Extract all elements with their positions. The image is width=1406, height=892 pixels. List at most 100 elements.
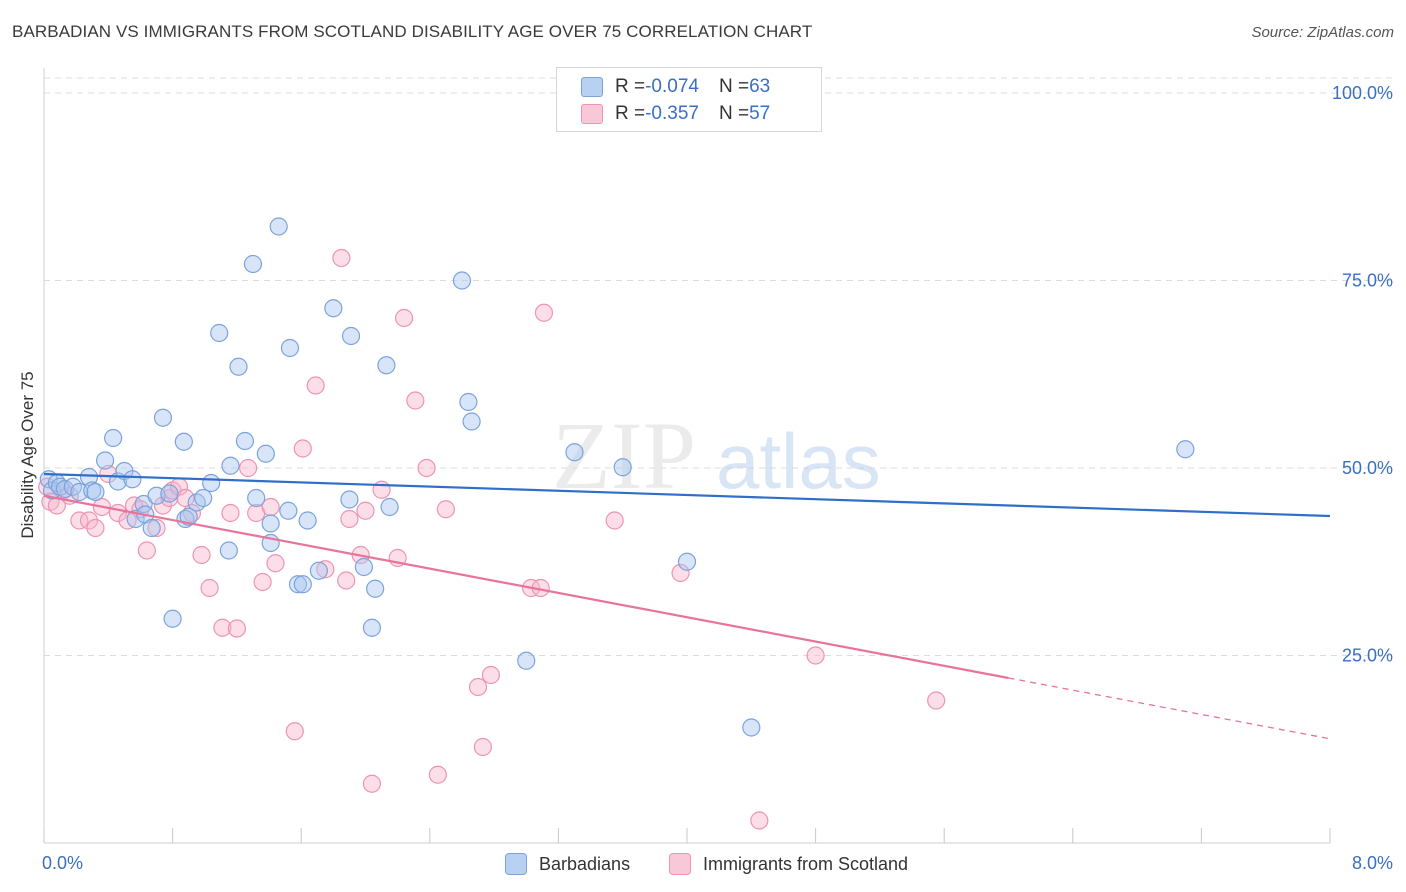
data-point bbox=[235, 431, 255, 451]
data-point bbox=[137, 541, 156, 560]
data-point bbox=[452, 271, 472, 290]
n-value: 57 bbox=[749, 103, 771, 124]
legend-swatch-pink bbox=[581, 104, 603, 124]
data-point bbox=[605, 511, 624, 530]
r-label: R = bbox=[615, 103, 646, 124]
data-point bbox=[517, 651, 536, 670]
data-point bbox=[213, 618, 232, 637]
data-point bbox=[192, 545, 211, 565]
bottom-legend-label: Barbadians bbox=[539, 853, 631, 874]
data-point bbox=[147, 518, 166, 538]
data-point bbox=[473, 737, 492, 757]
data-point bbox=[750, 811, 769, 830]
data-point bbox=[153, 408, 173, 427]
r-value: -0.357 bbox=[645, 103, 699, 124]
data-point bbox=[239, 458, 258, 478]
data-point bbox=[406, 391, 425, 410]
data-point bbox=[316, 560, 335, 579]
data-point bbox=[341, 326, 361, 346]
data-point bbox=[86, 482, 105, 502]
data-point bbox=[677, 552, 697, 571]
y-tick-label: 50.0% bbox=[1342, 458, 1393, 478]
watermark-atlas: atlas bbox=[716, 417, 881, 505]
data-point bbox=[293, 439, 312, 458]
data-point bbox=[332, 248, 351, 268]
axes bbox=[43, 68, 1331, 844]
source-label: Source: ZipAtlas.com bbox=[1251, 24, 1394, 41]
data-point bbox=[288, 575, 308, 594]
data-point bbox=[285, 722, 304, 741]
data-point bbox=[337, 571, 356, 590]
n-label: N = bbox=[718, 76, 750, 97]
trend-line-barbadians bbox=[43, 472, 1331, 518]
data-point bbox=[613, 458, 632, 477]
bottom-legend-swatch-pink bbox=[669, 853, 691, 875]
data-point bbox=[247, 488, 266, 508]
data-point bbox=[163, 609, 182, 628]
data-point bbox=[742, 718, 761, 737]
data-point bbox=[202, 473, 221, 493]
trend-line-extension bbox=[1008, 677, 1331, 740]
data-point bbox=[160, 484, 179, 503]
bottom-legend-label: Immigrants from Scotland bbox=[703, 853, 909, 874]
data-point bbox=[324, 299, 343, 318]
data-point bbox=[366, 579, 385, 598]
n-label: N = bbox=[718, 103, 750, 124]
series-barbadians bbox=[39, 217, 1195, 737]
data-point bbox=[306, 376, 325, 395]
chart-title: BARBADIAN VS IMMIGRANTS FROM SCOTLAND DI… bbox=[12, 22, 813, 41]
legend-swatch-blue bbox=[581, 77, 603, 97]
data-point bbox=[219, 541, 238, 560]
data-point bbox=[394, 308, 414, 328]
r-value: -0.074 bbox=[645, 76, 699, 97]
bottom-legend-barbadians: Barbadians bbox=[505, 853, 630, 875]
data-point bbox=[468, 677, 488, 697]
data-point bbox=[534, 303, 554, 322]
data-point bbox=[462, 412, 481, 431]
data-point bbox=[428, 765, 447, 784]
data-point bbox=[79, 467, 99, 487]
tick-labels: 100.0% 75.0% 50.0% 25.0% 0.0% 8.0% bbox=[42, 83, 1393, 873]
x-tick-label-max: 8.0% bbox=[1352, 853, 1393, 873]
data-point bbox=[221, 456, 240, 475]
bottom-legend-swatch-blue bbox=[505, 853, 527, 875]
legend-row-immigrants-from-scotland: R = -0.357 N = 57 bbox=[581, 101, 770, 127]
legend-row-barbadians: R = -0.074 N = 63 bbox=[581, 74, 770, 100]
data-point bbox=[356, 501, 375, 520]
data-point bbox=[298, 511, 317, 530]
data-point bbox=[229, 357, 248, 376]
data-point bbox=[79, 511, 99, 530]
data-point bbox=[50, 477, 70, 496]
data-point bbox=[95, 451, 115, 470]
data-point bbox=[104, 428, 123, 448]
data-point bbox=[459, 392, 478, 412]
data-point bbox=[671, 563, 690, 583]
data-point bbox=[256, 444, 275, 463]
data-point bbox=[221, 503, 240, 523]
data-point bbox=[200, 578, 219, 598]
trend-line-immigrants-from-scotland bbox=[43, 494, 1009, 680]
data-point bbox=[309, 561, 328, 580]
x-tick-label-min: 0.0% bbox=[42, 853, 83, 873]
data-point bbox=[565, 443, 584, 462]
data-point bbox=[806, 646, 825, 665]
data-point bbox=[142, 518, 161, 538]
bottom-legend-immigrants-from-scotland: Immigrants from Scotland bbox=[669, 853, 908, 875]
data-point bbox=[927, 691, 946, 710]
data-point bbox=[123, 470, 142, 489]
data-point bbox=[481, 665, 500, 685]
data-point bbox=[340, 490, 359, 509]
data-point bbox=[293, 575, 312, 594]
data-point bbox=[261, 514, 280, 533]
data-point bbox=[243, 254, 263, 274]
data-point bbox=[210, 323, 229, 343]
series-immigrants-from-scotland bbox=[38, 248, 946, 830]
data-point bbox=[377, 356, 396, 375]
data-point bbox=[362, 774, 382, 793]
data-point bbox=[86, 518, 105, 538]
data-point bbox=[174, 432, 193, 451]
data-point bbox=[269, 217, 288, 236]
watermark: ZIP atlas bbox=[552, 402, 881, 509]
data-point bbox=[266, 554, 285, 573]
